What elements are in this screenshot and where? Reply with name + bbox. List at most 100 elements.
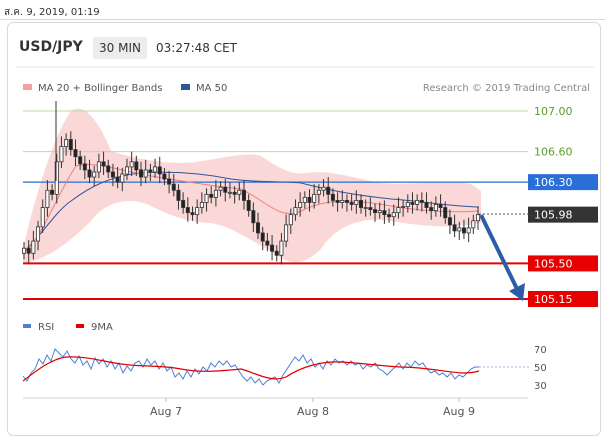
rsi-tick: 70 (534, 345, 547, 356)
candle-body (307, 196, 312, 203)
level-label: 106.30 (534, 176, 573, 189)
candle-body (171, 183, 176, 191)
candle-body (396, 207, 401, 214)
legend-rsi: RSI (38, 322, 54, 333)
candle-body (92, 171, 97, 178)
candle-body (26, 247, 31, 254)
candles-group (21, 101, 480, 265)
candle-body (433, 204, 438, 211)
candle-body (110, 171, 115, 178)
rsi-ticks: 70 50 30 (534, 345, 547, 392)
candle-body (457, 227, 462, 232)
support-badge (528, 255, 598, 272)
candle-body (452, 224, 457, 232)
legend-swatch-9ma (76, 324, 84, 328)
forecast-arrow-head (509, 283, 525, 301)
candle-body (129, 161, 134, 168)
candle-body (115, 176, 120, 183)
timeframe-badge[interactable] (93, 37, 147, 59)
candle-body (232, 191, 237, 195)
rsi-line (22, 348, 479, 386)
candle-body (134, 161, 139, 171)
candle-body (246, 200, 251, 211)
level-label: 105.50 (534, 257, 573, 270)
levels-group: 107.00 106.60 106.30 105.98 105.50 105.15 (23, 105, 598, 307)
rsi-tick: 50 (534, 363, 547, 374)
symbol-label: USD/JPY (19, 39, 84, 55)
candle-body (401, 206, 406, 208)
candle-body (349, 202, 354, 205)
candle-body (40, 207, 45, 228)
candle-body (368, 207, 373, 210)
candle-body (120, 173, 125, 183)
candle-body (391, 212, 396, 218)
candle-body (162, 173, 167, 180)
candle-body (241, 189, 246, 201)
candle-body (443, 207, 448, 219)
candle-body (213, 189, 218, 198)
candle-body (223, 186, 228, 193)
candle-body (466, 227, 471, 234)
candle-body (209, 193, 214, 198)
candle-body (153, 166, 158, 173)
candle-body (288, 214, 293, 226)
candle-body (73, 149, 78, 158)
candle-body (199, 202, 204, 208)
candle-body (101, 161, 106, 167)
legend-bollinger: MA 20 + Bollinger Bands (38, 83, 162, 94)
candle-body (335, 200, 340, 203)
top-bar: ส.ค. 9, 2019, 01:19 (0, 0, 605, 20)
level-label: 107.00 (534, 105, 573, 118)
candle-body (302, 196, 307, 203)
candle-body (415, 200, 420, 205)
forecast-arrow-line (479, 214, 521, 294)
candle-body (218, 186, 223, 191)
candle-body (410, 202, 415, 205)
current-price-badge (528, 206, 598, 223)
candle-body (78, 156, 83, 165)
candle-body (64, 139, 69, 147)
candle-body (377, 210, 382, 214)
candle-body (36, 226, 41, 242)
candle-body (176, 189, 181, 201)
candle-body (354, 200, 359, 205)
candle-body (21, 247, 26, 254)
candle-body (45, 189, 50, 208)
candle-body (260, 232, 265, 242)
level-label: 105.98 (534, 209, 573, 222)
timeframe-label: 30 MIN (99, 41, 141, 55)
bollinger-band (23, 108, 481, 264)
x-tick-label: Aug 7 (150, 405, 182, 418)
candle-body (279, 240, 284, 256)
candle-body (256, 222, 261, 234)
candle-body (373, 209, 378, 214)
credit: Research © 2019 Trading Central (423, 83, 590, 94)
candle-body (475, 214, 480, 222)
candle-body (424, 202, 429, 208)
candle-body (265, 240, 270, 246)
support-badge (528, 291, 598, 307)
candle-body (316, 189, 321, 195)
candle-body (82, 163, 87, 171)
candle-body (181, 200, 186, 208)
candle-body (438, 204, 443, 208)
candle-body (340, 200, 345, 203)
candle-body (447, 217, 452, 226)
candle-body (148, 169, 153, 173)
candle-body (270, 244, 275, 252)
level-label: 106.60 (534, 146, 573, 159)
candle-body (461, 227, 466, 234)
candle-body (344, 200, 349, 203)
ma20-line (22, 164, 480, 254)
candle-body (429, 207, 434, 211)
candle-body (139, 169, 144, 178)
candle-body (387, 214, 392, 218)
candle-body (298, 202, 303, 208)
candle-body (312, 193, 317, 203)
candle-body (358, 200, 363, 208)
candle-body (326, 186, 331, 195)
candle-body (363, 207, 368, 209)
legend-ma50: MA 50 (196, 83, 227, 94)
time-label: 03:27:48 CET (156, 41, 238, 55)
level-label: 105.15 (534, 293, 573, 306)
